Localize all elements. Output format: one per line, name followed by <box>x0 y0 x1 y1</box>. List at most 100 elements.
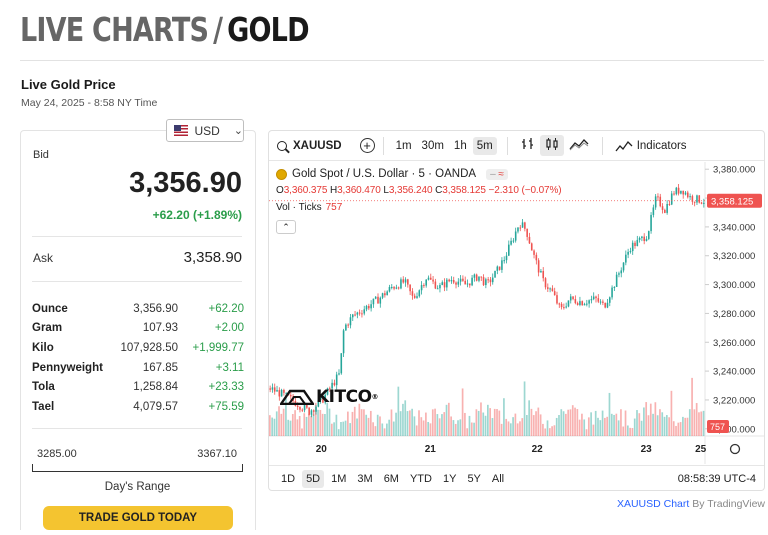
timeframe-all[interactable]: All <box>491 472 505 485</box>
unit-change: +3.11 <box>215 361 244 374</box>
candlestick-chart[interactable]: 3,380.0003,360.0003,340.0003,320.0003,30… <box>269 162 764 464</box>
unit-change: +75.59 <box>208 400 245 413</box>
attribution-by: By TradingView <box>692 498 765 510</box>
candle-body <box>354 314 356 316</box>
volume-bar <box>347 411 349 436</box>
candle-body <box>590 299 593 301</box>
candle-body <box>347 324 349 326</box>
candle-body <box>675 187 678 195</box>
symbol-search[interactable]: XAUUSD <box>277 140 342 152</box>
timeframe-3m[interactable]: 3M <box>357 472 373 485</box>
chart-legend: Gold Spot / U.S. Dollar · 5 · OANDA – ≈ <box>276 168 508 180</box>
volume-bar <box>702 410 705 436</box>
interval-30m[interactable]: 30m <box>421 139 444 152</box>
volume-bar <box>470 422 473 436</box>
volume-bar <box>555 417 558 436</box>
unit-change: +62.20 <box>208 302 245 315</box>
volume-bar <box>457 420 459 436</box>
volume-bar <box>594 410 597 436</box>
chart-clock[interactable]: 08:58:39 UTC-4 <box>677 472 756 485</box>
bid-value: 3,356.90 <box>129 167 242 199</box>
candle-body <box>317 400 320 407</box>
volume-bar <box>324 414 326 436</box>
candle-body <box>480 276 483 278</box>
volume-bar <box>321 413 324 436</box>
candle-body <box>436 288 439 290</box>
collapse-legend-button[interactable]: ⌃ <box>276 220 296 234</box>
unit-name: Kilo <box>32 341 54 354</box>
volume-bar <box>519 421 521 436</box>
volume-bar <box>374 426 377 436</box>
volume-bar <box>367 417 370 436</box>
candle-body <box>335 374 338 386</box>
candle-body <box>498 266 501 270</box>
volume-bar <box>535 411 537 436</box>
candle-body <box>579 301 581 305</box>
volume-bar <box>475 409 478 436</box>
candle-body <box>407 279 409 285</box>
volume-bar <box>640 420 643 436</box>
open-value: 3,360.375 <box>283 185 328 196</box>
candle-body <box>558 303 561 305</box>
unit-change: +2.00 <box>214 322 244 335</box>
candle-style-icon[interactable] <box>539 135 564 156</box>
x-tick-label: 21 <box>425 444 437 455</box>
low-value: 3,356.240 <box>388 185 433 196</box>
timeframe-1y[interactable]: 1Y <box>442 472 457 485</box>
indicators-button[interactable]: Indicators <box>615 139 687 153</box>
candle-body <box>576 303 579 305</box>
candle-body <box>526 228 528 237</box>
candle-body <box>349 317 352 326</box>
bar-style-icon[interactable] <box>516 135 540 156</box>
volume-bar <box>688 409 691 436</box>
title-divider <box>20 60 764 61</box>
tradingview-attribution[interactable]: XAUUSD Chart By TradingView <box>617 498 765 510</box>
volume-bar <box>505 418 508 436</box>
volume-bar <box>420 417 423 436</box>
area-style-icon[interactable] <box>564 135 594 156</box>
volume-bar <box>695 403 698 436</box>
timeframe-6m[interactable]: 6M <box>383 472 399 485</box>
candle-body <box>326 388 329 395</box>
volume-bar <box>693 409 696 436</box>
timeframe-5y[interactable]: 5Y <box>467 472 481 485</box>
candle-body <box>324 394 327 403</box>
candle-body <box>278 390 281 397</box>
chart-link[interactable]: XAUUSD Chart <box>616 498 690 510</box>
volume-bar <box>599 420 602 436</box>
interval-1h[interactable]: 1h <box>453 139 467 152</box>
symbol-label: XAUUSD <box>293 139 342 152</box>
volume-bar <box>386 423 388 436</box>
candle-body <box>482 277 485 286</box>
unit-price: 107,928.50 <box>120 341 178 354</box>
candle-body <box>363 309 366 314</box>
timeframe-1m[interactable]: 1M <box>331 472 347 485</box>
interval-5m[interactable]: 5m <box>472 136 497 155</box>
timeframe-ytd[interactable]: YTD <box>409 472 432 485</box>
candle-body <box>331 382 333 389</box>
currency-select[interactable]: USD ⌄ <box>166 119 244 142</box>
settings-icon[interactable] <box>729 443 741 455</box>
timeframe-1d[interactable]: 1D <box>281 472 296 485</box>
candle-body <box>661 206 664 210</box>
candle-body <box>446 279 448 288</box>
timeframe-5d[interactable]: 5D <box>302 469 325 488</box>
chevron-down-icon: ⌄ <box>233 125 243 137</box>
volume-bar <box>661 412 664 436</box>
interval-1m[interactable]: 1m <box>395 139 412 152</box>
volume-bar <box>434 408 436 436</box>
candle-body <box>682 190 685 195</box>
compare-add-icon[interactable]: + <box>359 138 375 153</box>
volume-bar <box>516 423 519 436</box>
legend-pill[interactable]: – ≈ <box>486 168 508 180</box>
volume-bar <box>686 417 689 436</box>
candle-body <box>491 277 494 283</box>
candle-body <box>650 214 652 232</box>
trade-gold-button[interactable]: TRADE GOLD TODAY <box>43 506 233 530</box>
candle-body <box>627 251 629 255</box>
candle-body <box>381 293 384 298</box>
volume-bar <box>489 408 491 436</box>
y-tick-label: 3,340.000 <box>713 222 755 233</box>
candle-body <box>664 209 666 213</box>
candle-body <box>315 406 317 412</box>
